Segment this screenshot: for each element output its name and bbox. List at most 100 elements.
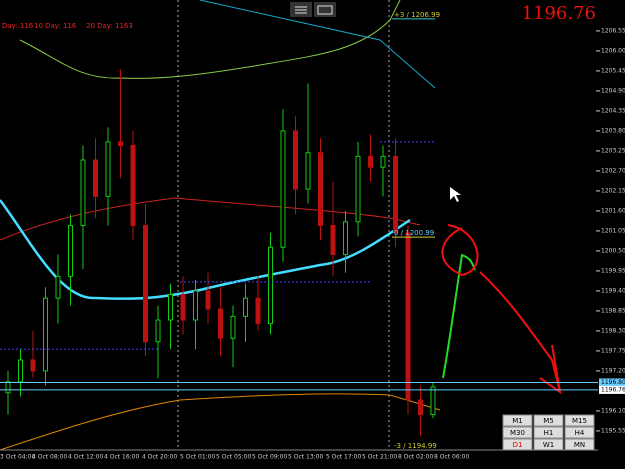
timeframe-label[interactable]: H1 — [544, 429, 554, 437]
candle-body — [130, 144, 136, 226]
timeframe-button[interactable] — [564, 438, 595, 451]
candle-body — [68, 224, 73, 277]
band-upper — [19, 0, 401, 79]
timeframe-button[interactable] — [533, 438, 564, 451]
trend-line — [199, 0, 436, 89]
timeframe-button[interactable] — [502, 414, 533, 427]
timeframe-button[interactable] — [533, 426, 564, 439]
drawing-green — [442, 253, 476, 379]
candle-body — [80, 159, 86, 226]
candle-body — [318, 152, 323, 226]
timeframe-button[interactable] — [502, 426, 533, 439]
price-label: 1204.90 — [601, 87, 625, 94]
time-label: 4 Oct 16:00 — [104, 454, 139, 461]
time-label: 5 Oct 17:00 — [326, 454, 361, 461]
day-labels: Day: 116 10 Day: 116 20 Day: 1163 — [2, 22, 133, 30]
day-label: Day: 116 — [2, 22, 34, 30]
timeframe-label[interactable]: M30 — [510, 429, 525, 437]
timeframe-label[interactable]: D1 — [513, 441, 523, 449]
cursor — [450, 187, 461, 202]
price-label: 1205.45 — [601, 67, 625, 74]
price-label: 1201.05 — [601, 227, 625, 234]
time-label: 5 Oct 21:00 — [362, 454, 397, 461]
timeframe-button[interactable] — [502, 438, 533, 451]
time-label: 3 Oct 04:00 — [0, 454, 35, 461]
candle-body — [155, 319, 161, 343]
timeframe-button[interactable] — [564, 414, 595, 427]
candle-body — [355, 155, 361, 223]
timeframe-button[interactable] — [564, 426, 595, 439]
price-marker-bg — [599, 385, 625, 394]
price-marker: 1196.80 — [601, 379, 625, 386]
keyboard-icon — [317, 5, 333, 15]
timeframe-label[interactable]: W1 — [543, 441, 554, 449]
price-label: 1206.55 — [601, 27, 625, 34]
candle-body — [193, 290, 198, 321]
candle-body — [393, 155, 398, 234]
candle-body — [118, 141, 123, 146]
candle-body — [218, 308, 223, 339]
keyboard-button[interactable] — [314, 2, 336, 17]
price-label: 1206.00 — [601, 47, 625, 54]
candle-body — [168, 294, 173, 321]
price-label: 1200.50 — [601, 247, 625, 254]
price-label: 1198.85 — [601, 307, 625, 314]
price-label: 1202.70 — [601, 167, 625, 174]
price-label: 1203.80 — [601, 127, 625, 134]
time-label: 8 Oct 06:00 — [434, 454, 469, 461]
level-label: 0 / 1200.99 — [394, 229, 434, 237]
candle-body — [205, 290, 211, 310]
candle-body — [368, 155, 373, 168]
timeframe-label[interactable]: M1 — [512, 417, 523, 425]
moving-average — [0, 197, 421, 241]
price-label: 1197.20 — [601, 367, 625, 374]
timeframe-label[interactable]: M15 — [572, 417, 587, 425]
candle-body — [343, 221, 348, 256]
candle-body — [255, 297, 261, 325]
price-marker: 1196.76 — [601, 386, 625, 393]
price-label: 1196.10 — [601, 407, 625, 414]
candle-body — [180, 294, 186, 321]
candle-body — [230, 315, 236, 339]
candle-body — [93, 159, 98, 197]
candle-body — [430, 386, 436, 416]
price-label: 1204.35 — [601, 107, 625, 114]
level-label: +3 / 1206.99 — [394, 11, 440, 19]
price-label: 1195.55 — [601, 427, 625, 434]
level-label: -3 / 1194.99 — [394, 442, 437, 450]
day-label: 20 Day: 1163 — [86, 22, 133, 30]
price-label: 1199.95 — [601, 267, 625, 274]
time-label: 5 Oct 01:00 — [180, 454, 215, 461]
candle-body — [293, 130, 298, 190]
timeframe-button[interactable] — [533, 414, 564, 427]
timeframe-label[interactable]: H4 — [575, 429, 585, 437]
bid-price: 1196.76 — [522, 3, 596, 24]
price-marker-bg — [599, 378, 625, 387]
band-lower — [0, 393, 441, 451]
candle-body — [30, 359, 36, 372]
candle-body — [5, 381, 11, 394]
time-label: 5 Oct 05:00 — [216, 454, 251, 461]
price-label: 1199.40 — [601, 287, 625, 294]
candle-body — [143, 224, 148, 343]
menu-icon — [295, 6, 307, 14]
timeframe-label[interactable]: MN — [574, 441, 585, 449]
time-label: 5 Oct 09:00 — [252, 454, 287, 461]
time-label: 5 Oct 13:00 — [288, 454, 323, 461]
drawing-red — [441, 224, 562, 395]
candle-body — [380, 155, 386, 168]
time-label: 4 Oct 12:00 — [68, 454, 103, 461]
candle-body — [268, 246, 273, 325]
plot-area — [5, 69, 436, 437]
candle-body — [18, 359, 23, 383]
price-axis-bg — [598, 0, 625, 450]
price-label: 1198.30 — [601, 327, 625, 334]
candle-body — [305, 152, 311, 190]
timeframe-label[interactable]: M5 — [543, 417, 554, 425]
candle-body — [280, 130, 286, 248]
price-label: 1201.60 — [601, 207, 625, 214]
time-label: 4 Oct 08:00 — [32, 454, 67, 461]
candle-body — [55, 275, 61, 299]
